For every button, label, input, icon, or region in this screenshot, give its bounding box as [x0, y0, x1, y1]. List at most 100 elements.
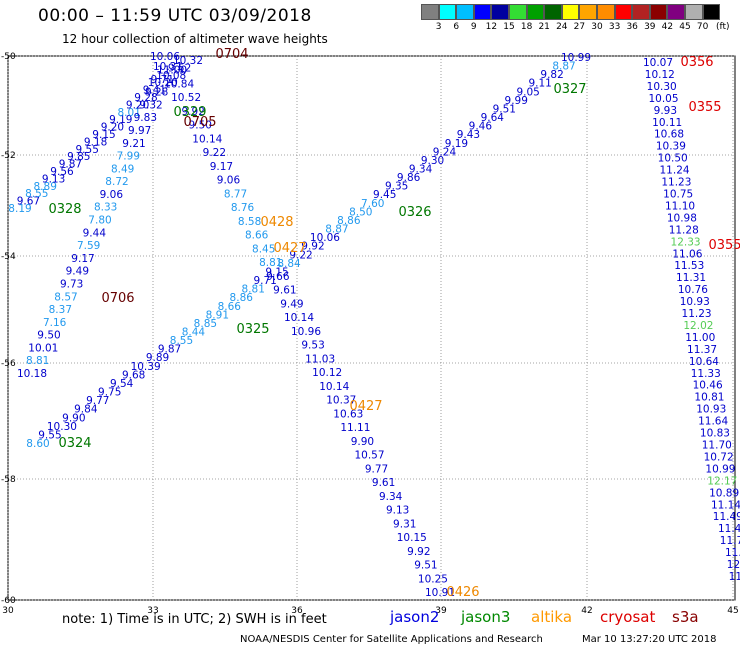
wave-height-value: 10.07: [643, 57, 673, 69]
generated-timestamp: Mar 10 13:27:20 UTC 2018: [582, 634, 717, 645]
wave-height-value: 11.33: [691, 368, 721, 380]
wave-height-value: 9.86: [397, 172, 421, 184]
wave-height-value: 7.16: [43, 317, 67, 329]
colorbar-swatch: [526, 4, 545, 20]
pass-label: 0329: [173, 105, 206, 120]
wave-height-value: 8.77: [224, 188, 247, 200]
wave-height-value: 8.57: [54, 291, 77, 303]
wave-height-value: 9.90: [351, 436, 374, 448]
wave-height-value: 10.37: [326, 395, 356, 407]
wave-height-value: 9.46: [469, 121, 493, 133]
wave-height-value: 9.50: [37, 330, 60, 342]
pass-label: 0704: [215, 47, 248, 62]
wave-height-value: 10.15: [397, 532, 427, 544]
colorbar-swatch: [508, 4, 527, 20]
wave-height-value: 10.11: [652, 117, 682, 129]
wave-height-value: 7.60: [361, 198, 384, 210]
wave-height-value: 9.89: [146, 352, 169, 364]
wave-height-value: 10.84: [164, 78, 194, 90]
wave-height-value: 10.99: [705, 463, 735, 475]
wave-height-value: 9.41: [143, 85, 166, 97]
wave-height-value: 10.06: [310, 232, 340, 244]
wave-height-value: 8.87: [552, 61, 575, 73]
lon-tick-label: 36: [291, 606, 303, 616]
colorbar-label: 12: [485, 22, 498, 32]
wave-height-value: 10.76: [678, 284, 708, 296]
wave-height-value: 9.92: [301, 241, 324, 253]
wave-height-value: 12.: [727, 559, 740, 571]
wave-height-value: 9.22: [289, 249, 312, 261]
wave-height-value: 8.49: [111, 163, 134, 175]
colorbar-label: 18: [520, 22, 533, 32]
wave-height-value: 10.91: [425, 587, 455, 599]
wave-height-value: 7.59: [77, 240, 100, 252]
wave-height-value: 9.83: [134, 112, 157, 124]
wave-height-value: 9.87: [59, 159, 82, 171]
wave-height-value: 10.06: [150, 51, 180, 63]
page-title: 00:00 – 11:59 UTC 03/09/2018: [38, 6, 312, 26]
wave-height-value: 9.77: [365, 463, 388, 475]
colorbar-label: 24: [556, 22, 568, 32]
wave-height-value: 11.03: [305, 353, 335, 365]
wave-height-value: 10.39: [656, 141, 686, 153]
wave-height-value: 9.17: [71, 253, 94, 265]
pass-label: 0326: [398, 205, 431, 220]
wave-height-value: 9.19: [445, 138, 468, 150]
wave-height-value: 10.75: [663, 188, 693, 200]
wave-height-value: 9.61: [372, 477, 395, 489]
wave-height-value: 10.31: [153, 61, 183, 73]
pass-label: 0428: [260, 215, 293, 230]
wave-height-value: 10.93: [680, 296, 710, 308]
pass-label: 0706: [101, 291, 134, 306]
lat-tick-label: -60: [1, 596, 16, 606]
wave-height-value: 10.98: [667, 212, 697, 224]
wave-height-value: 11.64: [698, 416, 728, 428]
colorbar-label: 45: [679, 22, 691, 32]
wave-height-value: 9.53: [301, 340, 324, 352]
wave-height-value: 10.96: [291, 326, 321, 338]
wave-height-value: 9.84: [74, 404, 98, 416]
colorbar-swatch: [579, 4, 597, 20]
pass-label: 0355: [688, 100, 721, 115]
wave-height-value: 10.68: [654, 129, 684, 141]
wave-height-value: 9.56: [50, 166, 74, 178]
wave-height-value: 9.34: [409, 164, 433, 176]
wave-height-value: 8.91: [206, 309, 229, 321]
wave-height-value: 10.30: [647, 81, 677, 93]
colorbar-label: 3: [435, 22, 442, 32]
map-frame: [7, 55, 736, 601]
wave-height-value: 11.10: [665, 200, 695, 212]
wave-height-value: 11.31: [676, 272, 706, 284]
wave-height-value: 8.58: [238, 216, 261, 228]
wave-height-value: 8.33: [94, 202, 117, 214]
wave-height-value: 11.53: [674, 260, 704, 272]
pass-label: 0427: [273, 241, 306, 256]
wave-height-value: 10.83: [700, 428, 730, 440]
wave-height-value: 11.23: [682, 308, 712, 320]
wave-height-value: 9.22: [203, 147, 226, 159]
lat-tick-label: -54: [1, 252, 16, 262]
wave-height-value: 9.66: [266, 271, 290, 283]
wave-height-value: 9.90: [62, 412, 85, 424]
wave-height-value: 9.20: [101, 122, 124, 134]
wave-height-value: 9.71: [253, 275, 276, 287]
wave-height-value: 9.35: [385, 181, 408, 193]
wave-height-value: 11.49: [713, 511, 740, 523]
colorbar-label: 9: [470, 22, 477, 32]
pass-label: 0705: [183, 115, 216, 130]
wave-height-value: 10.72: [704, 451, 734, 463]
wave-height-value: 10.01: [28, 342, 58, 354]
wave-height-value: 10.08: [156, 70, 186, 82]
lat-tick-label: -50: [1, 52, 16, 62]
wave-height-value: 9.43: [457, 129, 480, 141]
lon-tick-label: 45: [727, 606, 738, 616]
wave-height-value: 9.49: [66, 266, 89, 278]
wave-height-value: 10.14: [319, 381, 349, 393]
wave-height-value: 11.7: [720, 535, 740, 547]
wave-height-value: 9.45: [373, 189, 396, 201]
wave-height-value: 8.50: [349, 206, 372, 218]
wave-height-value: 10.39: [131, 361, 161, 373]
colorbar-swatch: [491, 4, 509, 20]
colorbar-label: 39: [644, 22, 656, 32]
colorbar-label: 15: [503, 22, 515, 32]
